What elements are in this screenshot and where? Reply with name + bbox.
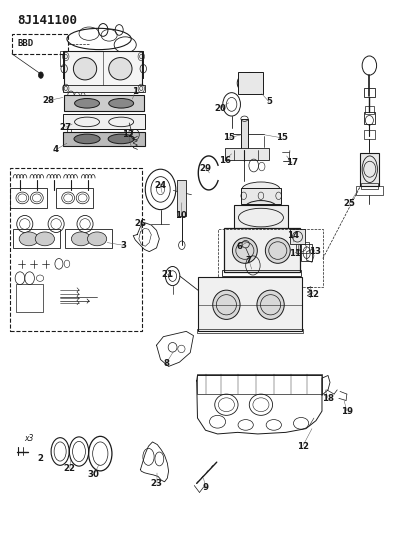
Bar <box>364 112 375 124</box>
Text: 8: 8 <box>163 359 169 368</box>
Text: 3: 3 <box>120 241 126 250</box>
Text: 12: 12 <box>123 130 135 139</box>
Text: 10: 10 <box>175 212 187 221</box>
Ellipse shape <box>71 232 91 246</box>
Bar <box>218 229 323 287</box>
Bar <box>60 51 77 66</box>
Text: 12: 12 <box>307 289 319 298</box>
Text: BBD: BBD <box>18 39 34 49</box>
Bar <box>364 88 375 98</box>
Bar <box>13 229 60 248</box>
Bar <box>224 228 300 272</box>
Bar <box>225 149 269 160</box>
Text: 11: 11 <box>289 249 301 258</box>
Bar <box>56 188 93 208</box>
Ellipse shape <box>265 238 290 263</box>
Ellipse shape <box>109 58 132 80</box>
Ellipse shape <box>233 238 258 263</box>
Bar <box>361 183 378 189</box>
Text: 30: 30 <box>88 471 100 479</box>
Bar <box>63 115 145 130</box>
Ellipse shape <box>109 99 134 108</box>
Bar <box>127 51 143 66</box>
Text: 14: 14 <box>287 231 299 240</box>
Text: 25: 25 <box>343 199 355 208</box>
Text: 27: 27 <box>60 123 72 132</box>
Text: 9: 9 <box>203 482 208 491</box>
Text: 6: 6 <box>237 242 243 251</box>
Bar <box>63 132 145 147</box>
Text: 18: 18 <box>322 394 334 403</box>
Bar <box>10 188 47 208</box>
Bar <box>10 167 142 332</box>
Bar <box>16 284 43 312</box>
Ellipse shape <box>242 182 280 197</box>
Text: 22: 22 <box>64 464 76 473</box>
Bar <box>364 131 375 139</box>
Ellipse shape <box>213 290 240 319</box>
Text: 19: 19 <box>341 407 353 416</box>
Bar <box>301 244 312 261</box>
Ellipse shape <box>87 232 107 246</box>
Bar <box>197 329 303 333</box>
Text: 17: 17 <box>286 158 298 167</box>
Ellipse shape <box>35 232 54 246</box>
Text: 2: 2 <box>37 455 43 463</box>
Ellipse shape <box>75 99 100 108</box>
Bar <box>222 270 301 276</box>
Bar <box>241 119 248 150</box>
Text: 16: 16 <box>219 156 231 165</box>
Bar <box>360 153 379 185</box>
Text: x3: x3 <box>24 434 33 443</box>
Bar <box>197 374 322 394</box>
Bar <box>290 229 305 244</box>
Bar <box>296 241 309 253</box>
Bar <box>63 85 145 92</box>
Text: 24: 24 <box>154 181 166 190</box>
Text: 26: 26 <box>135 220 146 229</box>
Text: 20: 20 <box>215 103 227 112</box>
Ellipse shape <box>257 290 284 319</box>
Bar <box>64 95 144 111</box>
Text: 5: 5 <box>266 97 272 106</box>
Text: 15: 15 <box>223 133 235 142</box>
Text: 4: 4 <box>53 145 59 154</box>
Text: 12: 12 <box>297 442 309 451</box>
Bar <box>198 277 302 332</box>
Text: 15: 15 <box>276 133 288 142</box>
Ellipse shape <box>73 58 97 80</box>
Bar <box>365 107 374 115</box>
Text: 8J141100: 8J141100 <box>17 14 77 27</box>
Text: 21: 21 <box>161 270 173 279</box>
Text: 7: 7 <box>246 256 252 264</box>
Text: 1: 1 <box>132 86 138 95</box>
Circle shape <box>38 72 43 78</box>
Bar <box>241 188 281 204</box>
Ellipse shape <box>74 134 100 144</box>
Bar <box>177 180 186 216</box>
Text: 28: 28 <box>42 96 54 105</box>
Text: 23: 23 <box>150 479 162 488</box>
Text: 13: 13 <box>309 247 321 256</box>
Ellipse shape <box>108 134 134 144</box>
Bar <box>356 185 383 195</box>
Bar <box>65 229 112 248</box>
Text: 29: 29 <box>199 164 212 173</box>
Bar <box>238 72 262 94</box>
Bar <box>64 51 143 87</box>
Ellipse shape <box>19 232 38 246</box>
Bar <box>234 205 288 230</box>
